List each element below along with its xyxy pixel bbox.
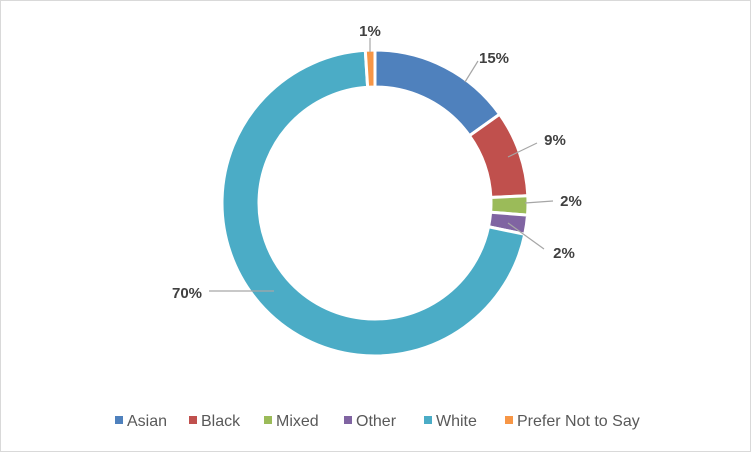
legend-item-asian: Asian bbox=[115, 413, 167, 430]
legend-item-mixed: Mixed bbox=[264, 413, 319, 430]
data-label-white: 70% bbox=[172, 285, 202, 302]
data-label-asian: 15% bbox=[479, 50, 509, 67]
legend-item-prefer-not-to-say: Prefer Not to Say bbox=[505, 413, 640, 430]
leader-line-asian bbox=[464, 60, 479, 83]
legend-item-white: White bbox=[424, 413, 477, 430]
leader-line-black bbox=[507, 142, 538, 158]
legend-label-white: White bbox=[436, 413, 477, 430]
leader-line-other bbox=[507, 222, 545, 250]
legend-label-other: Other bbox=[356, 413, 397, 430]
legend-swatch-mixed bbox=[264, 416, 272, 424]
legend-label-asian: Asian bbox=[127, 413, 167, 430]
data-label-black: 9% bbox=[544, 132, 566, 149]
slice-white bbox=[220, 48, 527, 358]
legend-swatch-asian bbox=[115, 416, 123, 424]
legend-label-black: Black bbox=[201, 413, 241, 430]
legend-swatch-other bbox=[344, 416, 352, 424]
legend-swatch-black bbox=[189, 416, 197, 424]
legend-label-mixed: Mixed bbox=[276, 413, 319, 430]
legend-item-black: Black bbox=[189, 413, 241, 430]
slice-prefer-not-to-say bbox=[363, 48, 377, 89]
legend-label-prefer-not-to-say: Prefer Not to Say bbox=[517, 413, 640, 430]
legend-swatch-prefer-not-to-say bbox=[505, 416, 513, 424]
legend-swatch-white bbox=[424, 416, 432, 424]
legend-item-other: Other bbox=[344, 413, 397, 430]
data-label-other: 2% bbox=[553, 245, 575, 262]
leader-line-mixed bbox=[524, 200, 554, 204]
data-label-mixed: 2% bbox=[560, 193, 582, 210]
data-label-prefer-not-to-say: 1% bbox=[359, 23, 381, 40]
